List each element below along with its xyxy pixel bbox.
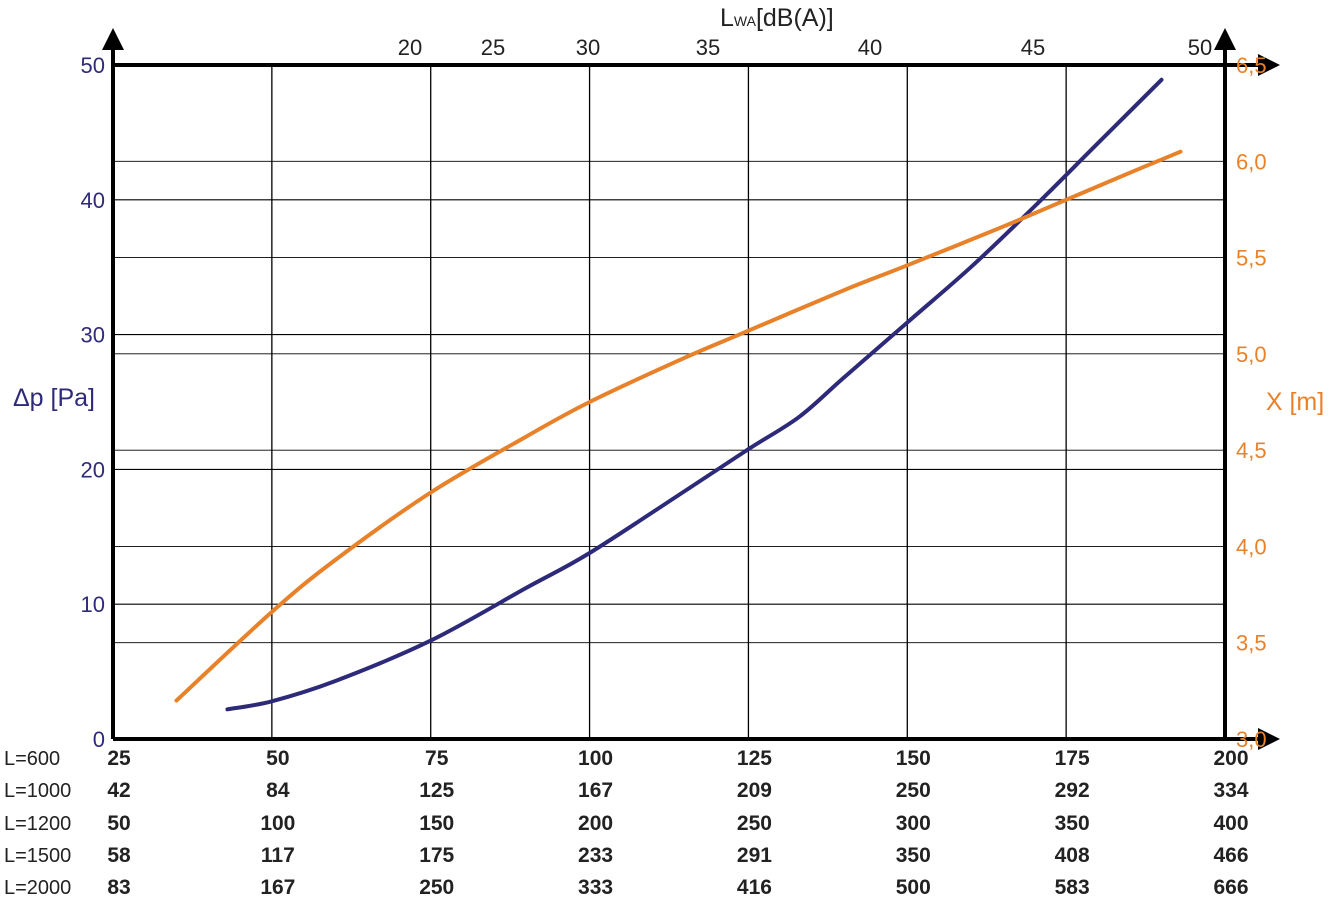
flow-table: L=600 25 50 75 100 125 150 175 200 L=1000 42 84 125 1… <box>4 747 1249 899</box>
x-tick-label: 300 <box>896 812 931 835</box>
x-tick-label: 408 <box>1055 844 1090 867</box>
right-tick-label: 6,5 <box>1236 53 1267 78</box>
x-tick-label: 167 <box>260 876 295 899</box>
top-tick-label: 20 <box>398 35 422 60</box>
x-tick-label: 75 <box>425 747 449 770</box>
right-tick-label: 3,0 <box>1236 727 1267 752</box>
x-tick-label: 500 <box>896 876 931 899</box>
x-tick-label: 150 <box>896 747 931 770</box>
left-tick-label: 30 <box>81 323 105 348</box>
pressure-drop-line <box>225 77 1164 712</box>
x-tick-label: 466 <box>1213 844 1248 867</box>
x-tick-label: 42 <box>107 779 130 802</box>
top-axis-label-unit: [dB(A)] <box>756 4 834 32</box>
top-axis-label-main: L <box>720 4 734 32</box>
labels: LWA[dB(A)] Δp [Pa] X [m] <box>13 4 1324 416</box>
x-tick-label: 666 <box>1213 876 1248 899</box>
row-label: L=1200 <box>4 813 71 835</box>
row-label: L=600 <box>4 748 60 770</box>
series-layer <box>174 77 1183 712</box>
grid <box>112 64 1226 740</box>
x-tick-label: 150 <box>419 812 454 835</box>
left-tick-label: 10 <box>81 592 105 617</box>
x-tick-label: 200 <box>578 812 613 835</box>
right-axis-arrow <box>1214 28 1236 50</box>
top-tick-label: 40 <box>858 35 882 60</box>
x-tick-label: 209 <box>737 779 772 802</box>
x-tick-label: 125 <box>737 747 772 770</box>
top-axis-title: LWA[dB(A)] <box>720 4 834 32</box>
x-tick-label: 291 <box>737 844 772 867</box>
top-tick-label: 25 <box>481 35 505 60</box>
x-tick-label: 175 <box>1055 747 1090 770</box>
x-tick-label: 50 <box>266 747 289 770</box>
left-axis-arrow <box>102 28 124 50</box>
x-tick-label: 117 <box>261 844 295 867</box>
right-tick-label: 4,0 <box>1236 534 1267 559</box>
top-tick-label: 30 <box>576 35 600 60</box>
right-axis-title: X [m] <box>1266 388 1324 416</box>
x-tick-label: 100 <box>260 812 295 835</box>
x-tick-label: 292 <box>1055 779 1090 802</box>
tick-labels: 0 10 20 30 40 50 3,0 3,5 4,0 4,5 5,0 5,5 6,0 6,5 20 25 3… <box>81 35 1267 752</box>
top-tick-label: 45 <box>1021 35 1045 60</box>
x-tick-label: 250 <box>896 779 931 802</box>
x-tick-label: 416 <box>737 876 772 899</box>
left-tick-label: 0 <box>93 727 105 752</box>
x-tick-label: 84 <box>266 779 290 802</box>
right-tick-label: 4,5 <box>1236 438 1267 463</box>
row-label: L=1500 <box>4 845 71 867</box>
x-tick-label: 167 <box>578 779 613 802</box>
x-tick-label: 175 <box>419 844 454 867</box>
row-label: L=2000 <box>4 877 71 899</box>
row-label: L=1000 <box>4 780 71 802</box>
x-tick-label: 25 <box>107 747 131 770</box>
left-axis-title: Δp [Pa] <box>13 384 95 412</box>
axes <box>102 28 1280 750</box>
top-tick-label: 50 <box>1188 35 1212 60</box>
left-tick-label: 20 <box>81 457 105 482</box>
top-axis-arrow <box>1258 54 1280 76</box>
x-tick-label: 100 <box>578 747 613 770</box>
right-tick-label: 5,5 <box>1236 246 1267 271</box>
x-tick-label: 58 <box>107 844 131 867</box>
right-tick-label: 5,0 <box>1236 342 1267 367</box>
x-tick-label: 334 <box>1213 779 1248 802</box>
x-tick-label: 200 <box>1213 747 1248 770</box>
left-tick-label: 50 <box>81 53 105 78</box>
top-axis-label-sub: WA <box>734 13 757 29</box>
right-tick-label: 6,0 <box>1236 149 1267 174</box>
x-tick-label: 333 <box>578 876 613 899</box>
x-tick-label: 233 <box>578 844 613 867</box>
left-tick-label: 40 <box>81 188 105 213</box>
top-tick-label: 35 <box>696 35 720 60</box>
x-tick-label: 125 <box>419 779 454 802</box>
x-tick-label: 400 <box>1213 812 1248 835</box>
x-tick-label: 250 <box>419 876 454 899</box>
x-tick-label: 350 <box>896 844 931 867</box>
bottom-axis-arrow <box>1258 728 1280 750</box>
throw-distance-line <box>174 149 1183 703</box>
x-tick-label: 350 <box>1055 812 1090 835</box>
x-tick-label: 250 <box>737 812 772 835</box>
x-tick-label: 583 <box>1055 876 1090 899</box>
right-tick-label: 3,5 <box>1236 631 1267 656</box>
x-tick-label: 83 <box>107 876 130 899</box>
x-tick-label: 50 <box>107 812 130 835</box>
